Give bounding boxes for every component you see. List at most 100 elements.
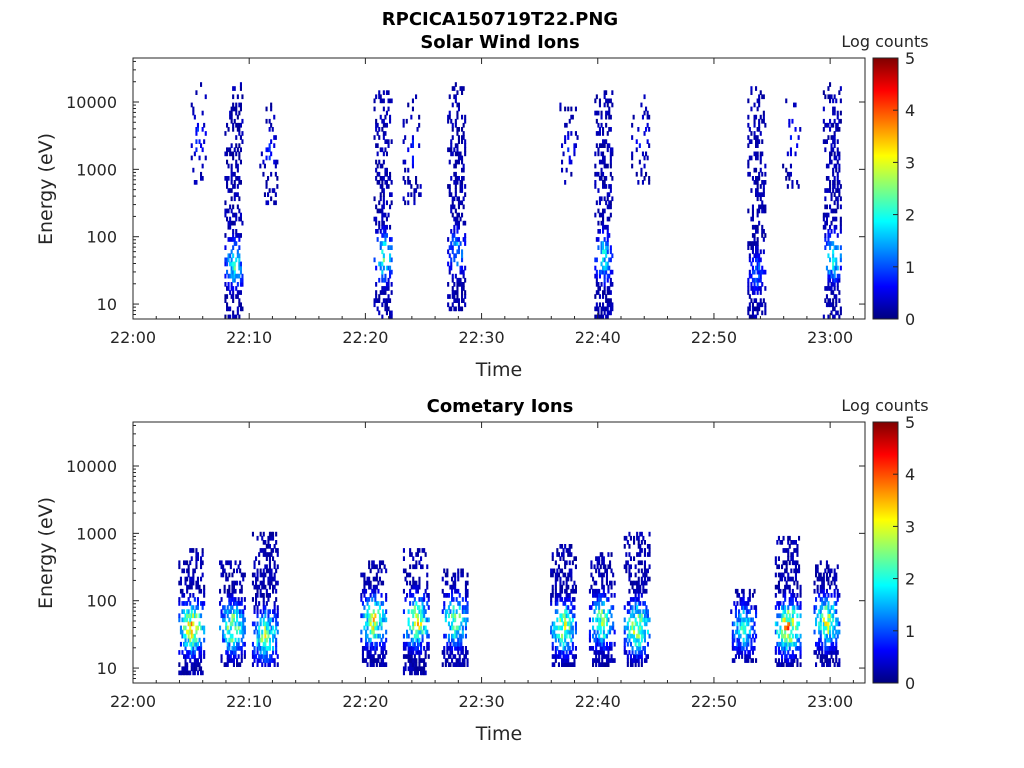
heatmap-cell — [450, 192, 453, 197]
heatmap-cell — [226, 180, 229, 185]
heatmap-cell — [605, 241, 608, 246]
heatmap-cell — [464, 118, 467, 124]
heatmap-cell — [227, 176, 230, 181]
heatmap-cell — [747, 208, 750, 214]
heatmap-cell — [268, 580, 271, 586]
heatmap-cell — [561, 633, 564, 639]
heatmap-cell — [233, 118, 236, 124]
heatmap-cell — [551, 552, 554, 557]
heatmap-cell — [748, 306, 751, 312]
heatmap-cell — [416, 621, 419, 627]
heatmap-cell — [623, 641, 626, 647]
heatmap-cell — [785, 548, 788, 553]
heatmap-cell — [573, 662, 576, 667]
heatmap-cell — [592, 658, 595, 663]
heatmap-cell — [190, 155, 193, 161]
heatmap-cell — [363, 588, 366, 594]
heatmap-cell — [369, 641, 372, 647]
heatmap-cell — [822, 576, 825, 582]
heatmap-cell — [420, 666, 423, 672]
heatmap-cell — [832, 605, 835, 610]
heatmap-cell — [240, 572, 243, 578]
heatmap-cell — [461, 86, 464, 91]
heatmap-cell — [462, 282, 465, 287]
heatmap-cell — [258, 658, 261, 663]
heatmap-cell — [195, 548, 198, 553]
heatmap-cell — [383, 646, 386, 651]
heatmap-cell — [453, 298, 456, 303]
heatmap-cell — [827, 163, 830, 169]
heatmap-cell — [262, 646, 265, 651]
heatmap-cell — [456, 159, 459, 165]
heatmap-cell — [756, 265, 759, 271]
heatmap-cell — [449, 646, 452, 651]
heatmap-cell — [461, 662, 464, 667]
heatmap-cell — [593, 580, 596, 586]
heatmap-cell — [380, 568, 383, 574]
heatmap-cell — [761, 233, 764, 238]
heatmap-cell — [631, 135, 634, 140]
heatmap-cell — [224, 151, 227, 157]
heatmap-cell — [420, 556, 423, 561]
heatmap-cell — [239, 102, 242, 108]
heatmap-cell — [564, 564, 567, 570]
heatmap-cell — [264, 584, 267, 590]
heatmap-cell — [629, 654, 632, 659]
heatmap-cell — [380, 637, 383, 643]
heatmap-cell — [779, 540, 782, 545]
heatmap-cell — [464, 580, 467, 586]
heatmap-cell — [273, 601, 276, 606]
heatmap-cell — [268, 560, 271, 566]
heatmap-cell — [223, 637, 226, 643]
heatmap-cell — [607, 609, 610, 614]
heatmap-cell — [835, 163, 838, 169]
heatmap-cell — [239, 269, 242, 275]
heatmap-cell — [184, 633, 187, 639]
heatmap-cell — [786, 171, 789, 177]
heatmap-cell — [420, 609, 423, 614]
heatmap-cell — [606, 143, 609, 148]
heatmap-cell — [270, 552, 273, 557]
heatmap-cell — [611, 253, 614, 259]
heatmap-cell — [187, 597, 190, 602]
heatmap-cell — [382, 286, 385, 291]
heatmap-cell — [788, 171, 791, 177]
heatmap-cell — [634, 580, 637, 586]
heatmap-cell — [239, 613, 242, 619]
heatmap-cell — [601, 609, 604, 614]
heatmap-cell — [389, 118, 392, 124]
heatmap-cell — [375, 633, 378, 639]
heatmap-cell — [259, 617, 262, 623]
heatmap-cell — [265, 568, 268, 574]
heatmap-cell — [774, 658, 777, 663]
heatmap-cell — [375, 94, 378, 100]
heatmap-cell — [784, 633, 787, 639]
heatmap-cell — [387, 298, 390, 303]
heatmap-cell — [608, 302, 611, 308]
heatmap-cell — [229, 273, 232, 279]
heatmap-cell — [782, 609, 785, 614]
heatmap-cell — [643, 540, 646, 545]
heatmap-cell — [192, 110, 195, 116]
heatmap-cell — [571, 662, 574, 667]
heatmap-cell — [597, 208, 600, 214]
y-tick-label: 10 — [97, 659, 117, 678]
heatmap-cell — [815, 572, 818, 578]
heatmap-cell — [390, 269, 393, 275]
heatmap-cell — [378, 261, 381, 267]
heatmap-cell — [420, 629, 423, 635]
heatmap-cell — [642, 629, 645, 635]
heatmap-cell — [597, 290, 600, 295]
heatmap-cell — [639, 609, 642, 614]
heatmap-cell — [821, 605, 824, 610]
heatmap-cell — [553, 621, 556, 627]
heatmap-cell — [461, 212, 464, 218]
heatmap-cell — [230, 237, 233, 242]
heatmap-cell — [256, 650, 259, 655]
heatmap-cell — [637, 580, 640, 586]
heatmap-cell — [415, 658, 418, 663]
heatmap-cell — [454, 641, 457, 647]
heatmap-cell — [360, 572, 363, 578]
heatmap-cell — [369, 613, 372, 619]
heatmap-cell — [559, 544, 562, 549]
